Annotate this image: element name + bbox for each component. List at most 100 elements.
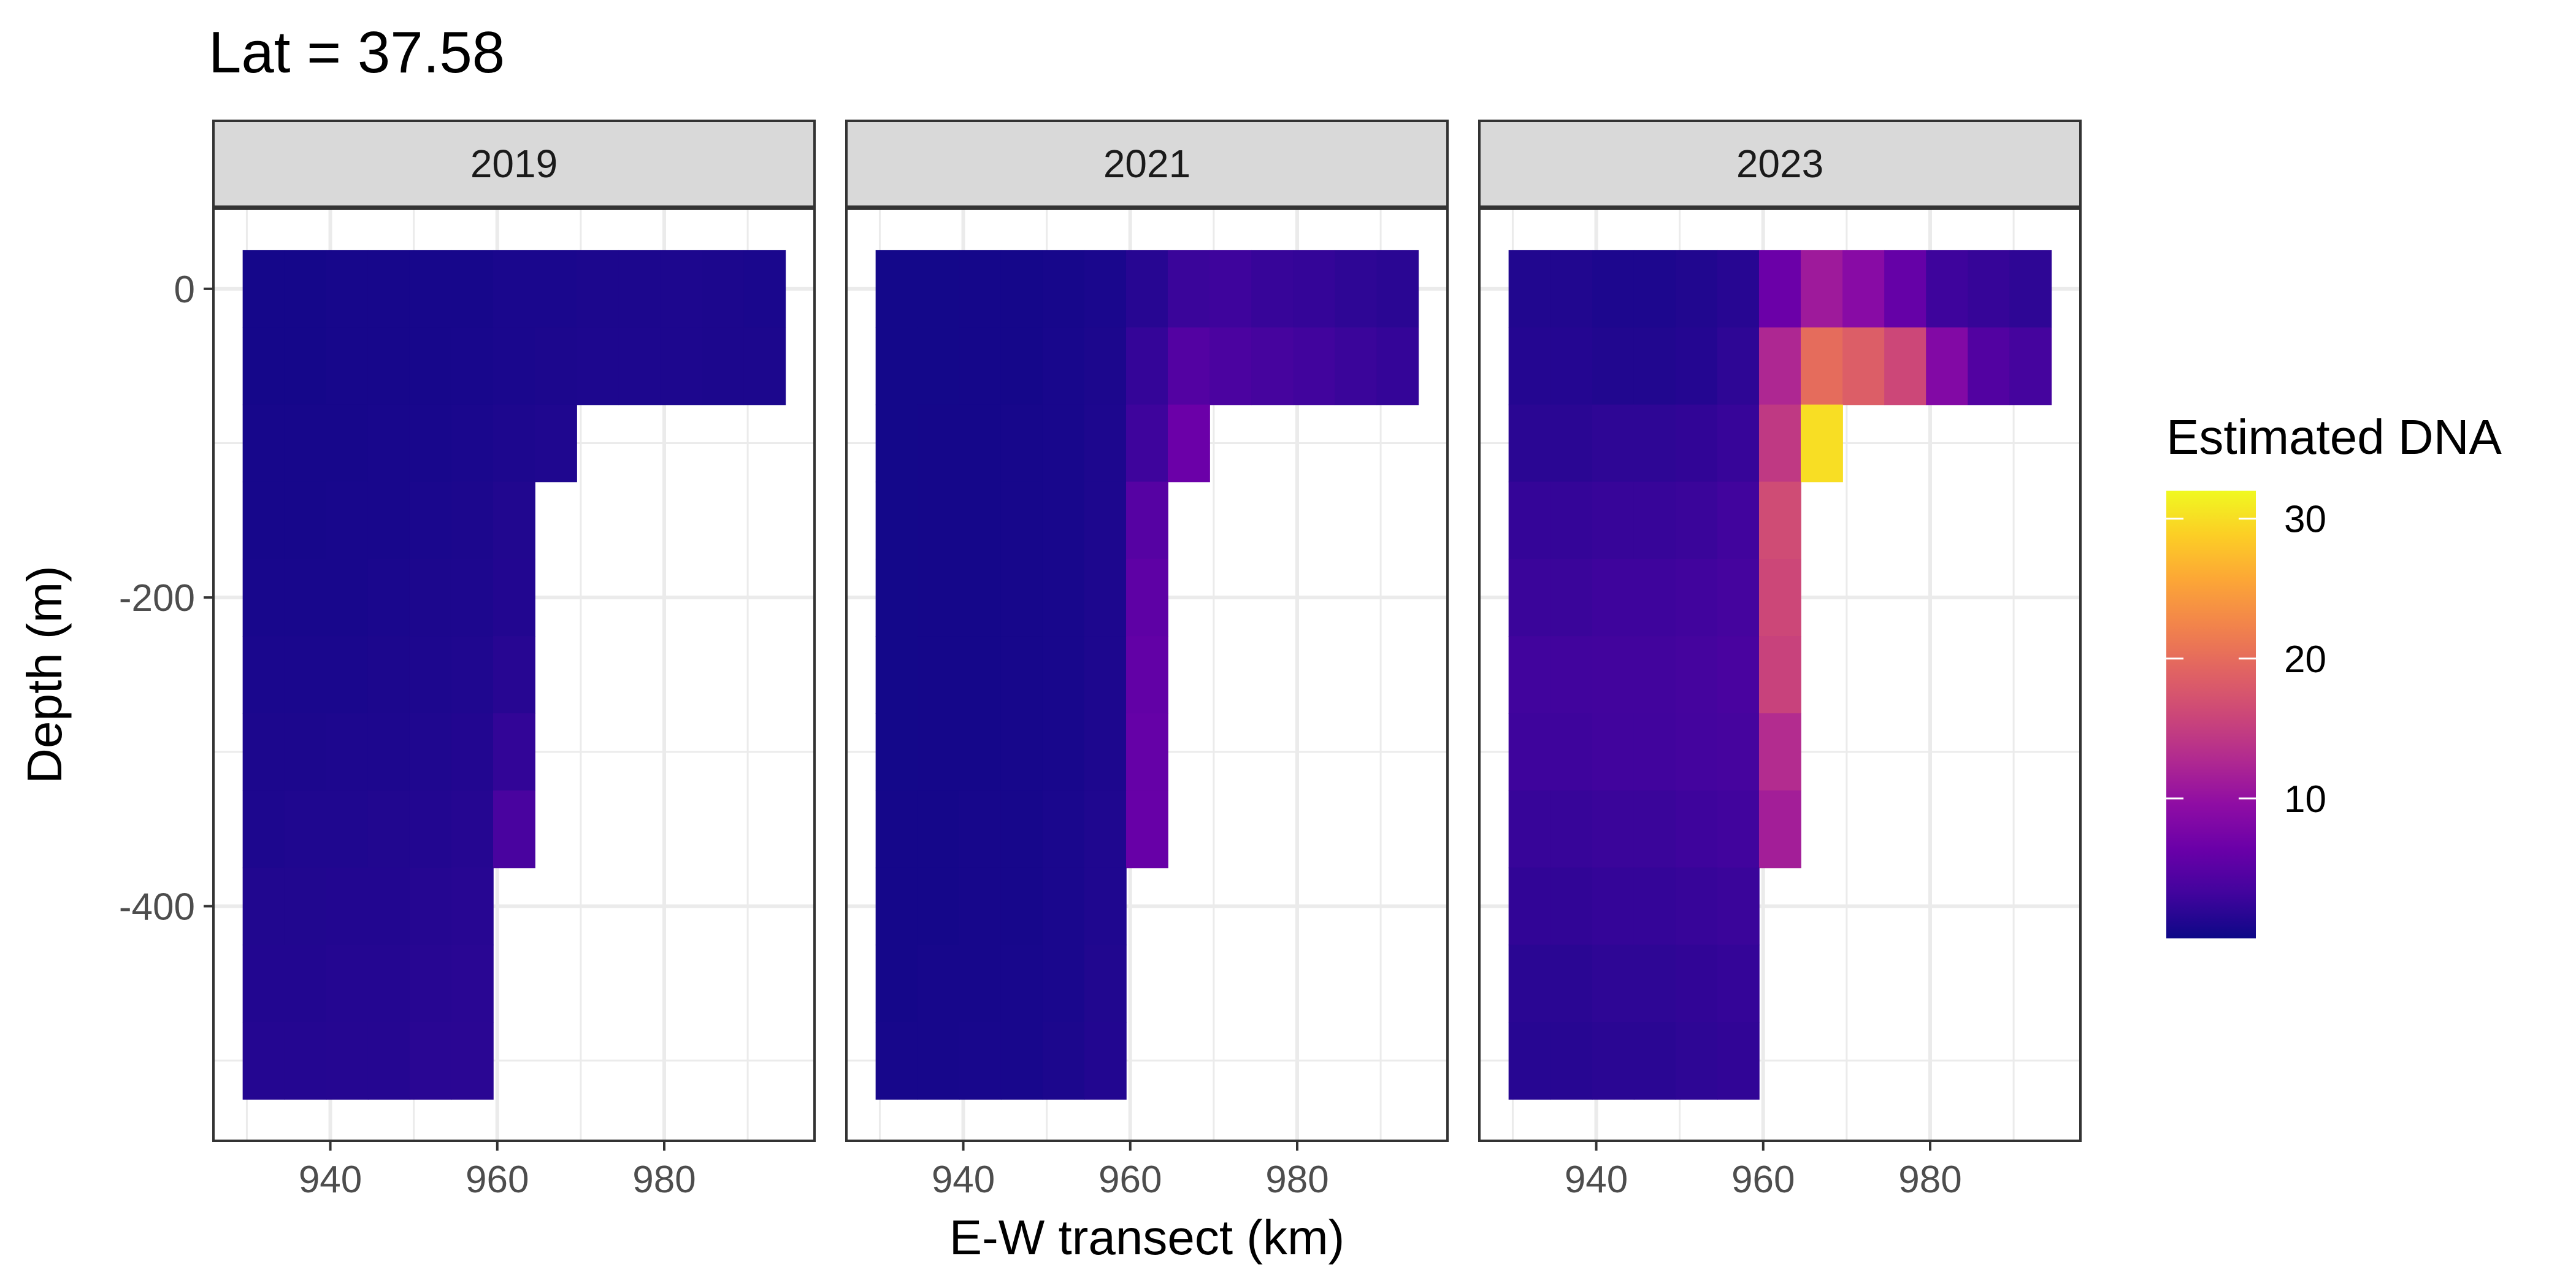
heatmap-cell xyxy=(1926,327,1969,405)
heatmap-cell xyxy=(1550,713,1593,791)
heatmap-cell xyxy=(284,404,327,483)
heatmap-cell xyxy=(1675,713,1718,791)
y-axis-title: Depth (m) xyxy=(17,565,72,784)
heatmap-cell xyxy=(917,1022,960,1100)
facet-strip xyxy=(212,120,816,208)
heatmap-cell xyxy=(1084,404,1127,483)
heatmap-cell xyxy=(1717,790,1760,868)
heatmap-cell xyxy=(1084,790,1127,868)
legend-title: Estimated DNA xyxy=(2166,410,2502,464)
heatmap-cell xyxy=(917,250,960,328)
heatmap-cell xyxy=(242,867,285,946)
heatmap-cell xyxy=(1592,945,1635,1023)
heatmap-cell xyxy=(451,559,494,637)
heatmap-cell xyxy=(577,327,619,405)
chart-title: Lat = 37.58 xyxy=(209,20,505,85)
heatmap-cell xyxy=(326,327,369,405)
heatmap-cell xyxy=(1000,1022,1043,1100)
heatmap-cell xyxy=(660,327,703,405)
heatmap-cell xyxy=(451,790,494,868)
heatmap-cell xyxy=(1633,250,1676,328)
heatmap-cell xyxy=(959,404,1002,483)
heatmap-cell xyxy=(284,867,327,946)
heatmap-cell xyxy=(1508,945,1551,1023)
heatmap-cell xyxy=(242,636,285,714)
heatmap-cell xyxy=(1758,559,1801,637)
heatmap-cell xyxy=(1592,559,1635,637)
heatmap-cell xyxy=(1042,636,1085,714)
heatmap-cell xyxy=(1717,481,1760,560)
heatmap-cell xyxy=(326,867,369,946)
heatmap-cell xyxy=(1633,790,1676,868)
heatmap-cell xyxy=(367,790,410,868)
heatmap-cell xyxy=(917,713,960,791)
heatmap-cell xyxy=(284,250,327,328)
x-axis-title: E-W transect (km) xyxy=(949,1210,1344,1265)
heatmap-cell xyxy=(451,404,494,483)
heatmap-cell xyxy=(284,1022,327,1100)
heatmap-cell xyxy=(1592,327,1635,405)
heatmap-cell xyxy=(367,250,410,328)
heatmap-cell xyxy=(493,790,535,868)
heatmap-cell xyxy=(1592,1022,1635,1100)
heatmap-cell xyxy=(284,945,327,1023)
heatmap-cell xyxy=(242,559,285,637)
heatmap-cell xyxy=(1675,250,1718,328)
facet-panels: 2019 940 960 980 2021 940 960 980 2023 940 960 980 xyxy=(212,120,2082,1201)
heatmap-cell xyxy=(1675,327,1718,405)
x-tick-label: 940 xyxy=(1565,1159,1628,1201)
heatmap-cell xyxy=(1592,867,1635,946)
heatmap-cell xyxy=(1675,1022,1718,1100)
heatmap-cell xyxy=(1508,559,1551,637)
heatmap-cell xyxy=(1884,250,1926,328)
heatmap-cell xyxy=(1550,250,1593,328)
facet-panel-2019: 2019 940 960 980 xyxy=(212,120,816,1201)
heatmap-cell xyxy=(1168,327,1210,405)
heatmap-cell xyxy=(618,250,661,328)
panel-border xyxy=(845,207,1449,1142)
heatmap-cell xyxy=(409,1022,452,1100)
heatmap-cell xyxy=(702,327,745,405)
x-tick-label: 980 xyxy=(1898,1159,1961,1201)
x-tick-label: 980 xyxy=(1265,1159,1328,1201)
heatmap-cell xyxy=(1675,404,1718,483)
heatmap-cell xyxy=(1000,250,1043,328)
heatmap-cell xyxy=(1633,713,1676,791)
heatmap-cell xyxy=(409,404,452,483)
heatmap-cell xyxy=(1633,636,1676,714)
heatmap-cell xyxy=(1251,250,1294,328)
heatmap-cell xyxy=(1508,327,1551,405)
heatmap-cell xyxy=(1042,250,1085,328)
heatmap-cell xyxy=(1758,250,1801,328)
heatmap-cell xyxy=(326,636,369,714)
heatmap-cell xyxy=(284,481,327,560)
heatmap-cell xyxy=(1550,790,1593,868)
heatmap-cell xyxy=(326,250,369,328)
heatmap-cell xyxy=(1042,481,1085,560)
heatmap-cell xyxy=(326,945,369,1023)
heatmap-cell xyxy=(1717,250,1760,328)
heatmap-cell xyxy=(242,250,285,328)
heatmap-cell xyxy=(1125,327,1168,405)
heatmap-cell xyxy=(1000,327,1043,405)
heatmap-cell xyxy=(1376,250,1419,328)
facet-strip-label: 2019 xyxy=(470,142,558,186)
heatmap-cell xyxy=(493,250,535,328)
heatmap-cell xyxy=(702,250,745,328)
heatmap-cell xyxy=(1209,327,1252,405)
heatmap-cell xyxy=(1000,867,1043,946)
heatmap-cell xyxy=(1335,327,1378,405)
heatmap-cell xyxy=(242,945,285,1023)
heatmap-cell xyxy=(875,945,918,1023)
heatmap-cell xyxy=(535,404,577,483)
heatmap-cell xyxy=(1084,250,1127,328)
heatmap-cell xyxy=(875,327,918,405)
heatmap-cell xyxy=(1042,867,1085,946)
heatmap-cell xyxy=(1758,790,1801,868)
heatmap-cell xyxy=(1550,404,1593,483)
heatmap-cell xyxy=(242,713,285,791)
heatmap-cell xyxy=(1084,867,1127,946)
panel-border xyxy=(212,207,816,1142)
heatmap-cell xyxy=(1675,945,1718,1023)
heatmap-cell xyxy=(1508,1022,1551,1100)
